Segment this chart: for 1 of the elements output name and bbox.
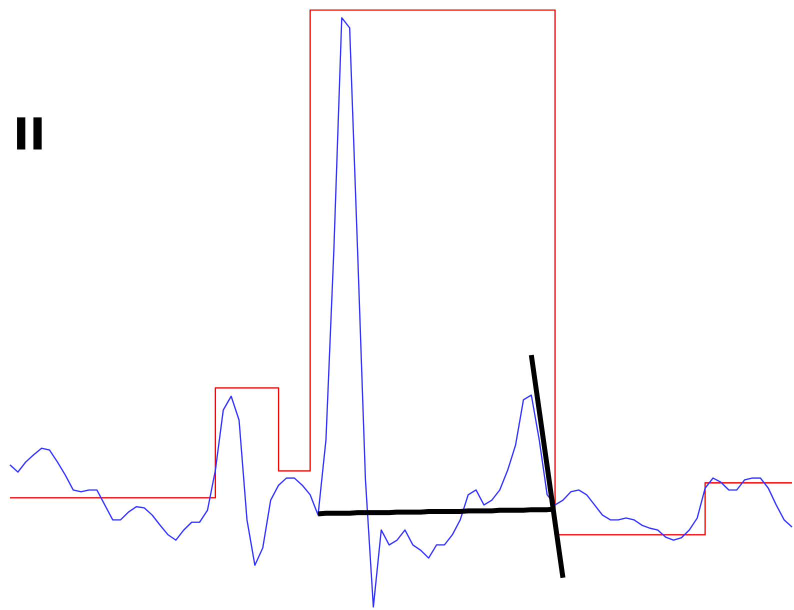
text: II [13,110,46,160]
